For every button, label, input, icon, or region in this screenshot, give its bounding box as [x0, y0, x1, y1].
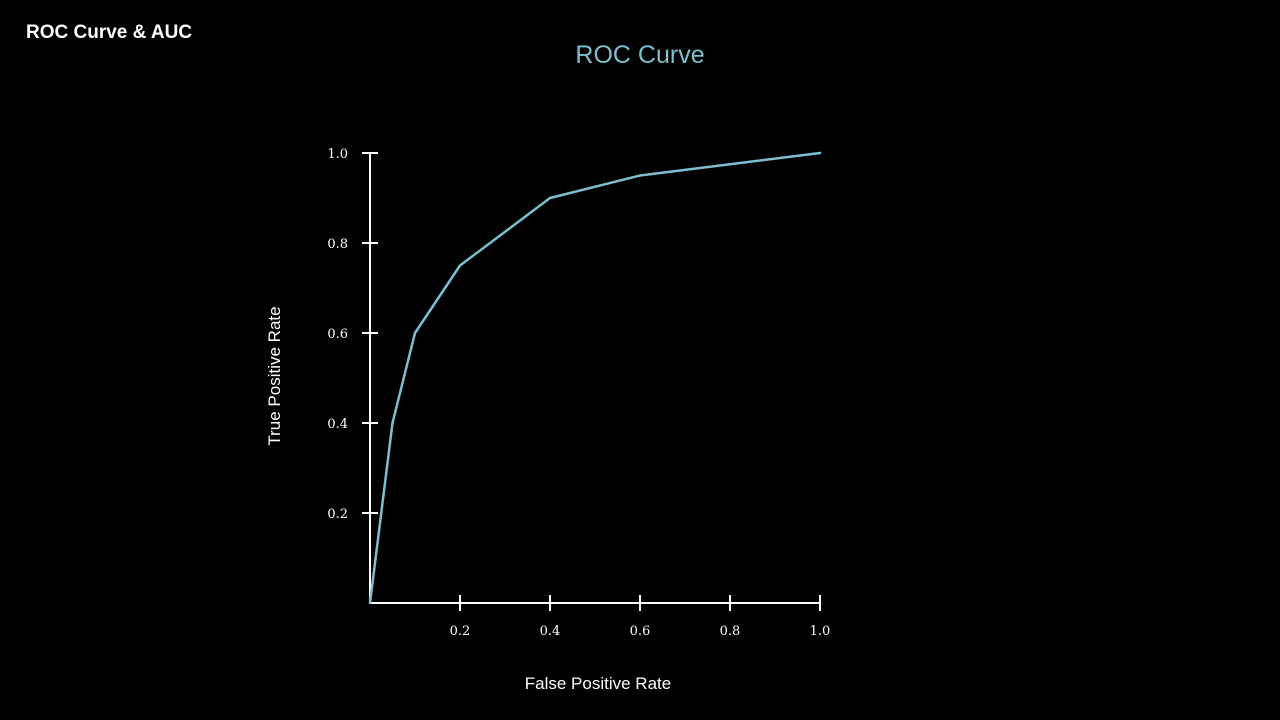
roc-point — [368, 601, 372, 605]
y-axis-ticks: 0.2 0.4 0.6 0.8 1.0 — [327, 147, 378, 522]
roc-point — [638, 174, 642, 177]
roc-point — [458, 264, 462, 267]
roc-point — [818, 151, 822, 155]
x-tick-label: 1.0 — [810, 624, 831, 639]
y-tick-label: 0.8 — [327, 237, 348, 252]
roc-point — [391, 421, 394, 425]
chart-title: ROC Curve — [575, 41, 704, 69]
page-heading: ROC Curve & AUC — [26, 22, 193, 43]
series-group — [368, 151, 822, 605]
y-tick-label: 0.2 — [327, 507, 348, 522]
x-axis-label: False Positive Rate — [525, 674, 671, 693]
x-tick-label: 0.4 — [540, 624, 561, 639]
y-tick-label: 0.4 — [327, 417, 348, 432]
roc-point — [548, 196, 552, 200]
y-tick-label: 0.6 — [327, 327, 348, 342]
x-axis-ticks: 0.2 0.4 0.6 0.8 1.0 — [450, 595, 831, 639]
y-tick-label: 1.0 — [327, 147, 348, 162]
roc-curve-line — [368, 151, 822, 605]
roc-point — [413, 331, 417, 335]
x-tick-label: 0.6 — [630, 624, 651, 639]
x-tick-label: 0.2 — [450, 624, 471, 639]
y-axis-label: True Positive Rate — [265, 306, 284, 445]
x-tick-label: 0.8 — [720, 624, 741, 639]
